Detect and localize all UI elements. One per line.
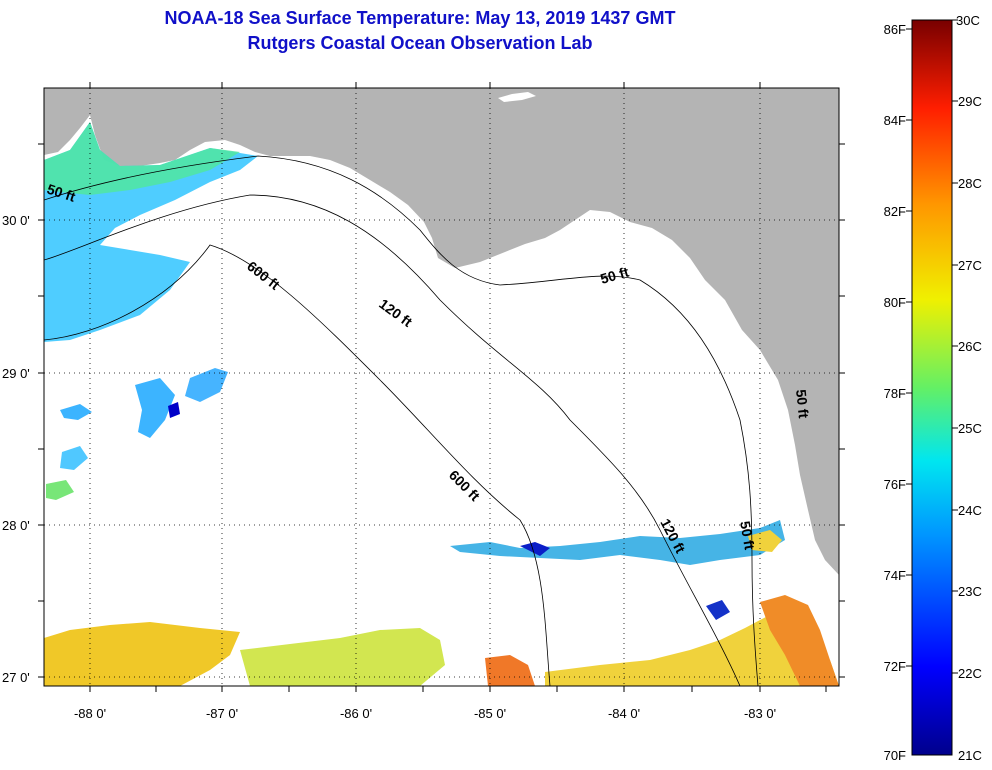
lon-label: -88 0' [74, 706, 106, 721]
depth-label: 50 ft [598, 263, 630, 286]
isobath-120ft [44, 194, 741, 686]
fahrenheit-label: 82F [884, 204, 906, 219]
lat-label: 27 0' [2, 670, 30, 685]
lat-label: 29 0' [2, 366, 30, 381]
lat-label: 30 0' [2, 213, 30, 228]
sst-patch-mid-1 [60, 404, 92, 420]
fahrenheit-label: 72F [884, 659, 906, 674]
sst-patch-band-yellow [748, 530, 782, 552]
sst-patch-mid-2 [135, 378, 175, 438]
lon-label: -86 0' [340, 706, 372, 721]
fahrenheit-label: 84F [884, 113, 906, 128]
isobath-50ft [44, 155, 759, 686]
sst-patch-south-west [44, 622, 240, 686]
celsius-label: 30C [956, 13, 980, 28]
isobath-lines [44, 155, 759, 686]
fahrenheit-label: 80F [884, 295, 906, 310]
celsius-label: 26C [958, 339, 982, 354]
celsius-label: 27C [958, 258, 982, 273]
depth-label: 50 ft [793, 389, 812, 420]
celsius-label: 28C [958, 176, 982, 191]
fahrenheit-label: 78F [884, 386, 906, 401]
colorbar-ticks [906, 19, 958, 674]
sst-patch-green-sw [46, 480, 74, 500]
land-mass [44, 88, 839, 575]
celsius-label: 22C [958, 666, 982, 681]
celsius-label: 25C [958, 421, 982, 436]
sst-patch-mid-4 [60, 446, 88, 470]
sst-patch-south-2 [545, 610, 839, 686]
lat-label: 28 0' [2, 518, 30, 533]
sst-patch-south-orange [485, 655, 535, 686]
sst-patch-mid-3 [185, 368, 228, 402]
sst-patch-se-coast [760, 595, 839, 686]
lon-label: -87 0' [206, 706, 238, 721]
fahrenheit-label: 74F [884, 568, 906, 583]
sst-patch-se-cold [706, 600, 730, 620]
island-north [498, 92, 536, 102]
map-title: NOAA-18 Sea Surface Temperature: May 13,… [164, 8, 676, 28]
fahrenheit-label: 86F [884, 22, 906, 37]
map-ticks [38, 82, 845, 692]
sst-patch-band-cold [520, 542, 550, 556]
map-panel: 30 0' 29 0' 28 0' 27 0' -88 0' -87 0' -8… [2, 82, 845, 721]
map-subtitle: Rutgers Coastal Ocean Observation Lab [247, 33, 593, 53]
sst-data-layer [44, 122, 839, 686]
sst-patch-south-mid [240, 628, 445, 686]
celsius-label: 24C [958, 503, 982, 518]
color-bar: 86F 84F 82F 80F 78F 76F 74F 72F 70F 30C … [884, 13, 982, 763]
isobath-600ft [44, 244, 551, 686]
fahrenheit-label: 70F [884, 748, 906, 763]
map-frame [43, 87, 840, 687]
sst-patch-nw-green [44, 122, 240, 195]
lon-label: -84 0' [608, 706, 640, 721]
fahrenheit-label: 76F [884, 477, 906, 492]
sst-patch-cold-dot [168, 402, 180, 418]
lon-label: -83 0' [744, 706, 776, 721]
celsius-label: 23C [958, 584, 982, 599]
lon-label: -85 0' [474, 706, 506, 721]
celsius-label: 29C [958, 94, 982, 109]
depth-label: 50 ft [737, 520, 758, 551]
color-scale [911, 19, 953, 756]
celsius-label: 21C [958, 748, 982, 763]
